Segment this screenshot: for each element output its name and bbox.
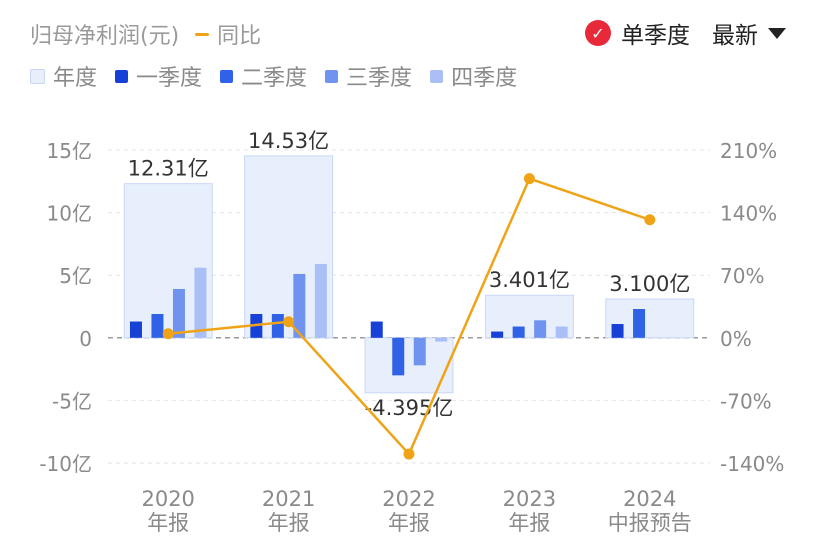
- quarter-bar-q3: [293, 273, 306, 338]
- legend-label-q2: 二季度: [241, 66, 308, 91]
- caret-down-icon: [768, 27, 786, 39]
- quarter-bar-q4: [314, 263, 327, 338]
- legend-swatch-q4: [430, 69, 444, 83]
- quarter-bar-q3: [534, 320, 547, 338]
- x-tick-year: 2023: [503, 487, 556, 511]
- x-tick-year: 2024: [623, 487, 676, 511]
- y-right-tick-label: 0%: [720, 327, 752, 351]
- quarter-bar-q2: [151, 314, 164, 338]
- quarter-bar-q2: [392, 337, 405, 376]
- quarter-bar-q4: [435, 337, 448, 342]
- quarter-bar-q2: [633, 309, 646, 338]
- yoy-line-swatch-icon: [195, 32, 210, 36]
- y-left-tick-label: -5亿: [52, 389, 92, 413]
- chart-header-right: ✓ 单季度 最新: [585, 16, 786, 50]
- quarter-bar-q2: [271, 314, 284, 338]
- single-quarter-toggle[interactable]: ✓ 单季度: [585, 16, 690, 50]
- check-icon: ✓: [585, 20, 611, 46]
- x-tick-year: 2021: [262, 487, 315, 511]
- annual-bar: [364, 337, 454, 394]
- legend-item-q3[interactable]: 三季度: [325, 60, 412, 92]
- yoy-legend-label: 同比: [217, 24, 262, 49]
- annual-value-label: -4.395亿: [365, 396, 454, 420]
- legend-item-q4[interactable]: 四季度: [430, 60, 517, 92]
- yoy-point: [283, 316, 295, 328]
- quarter-bar-q1: [129, 321, 142, 338]
- yoy-point: [162, 328, 174, 340]
- annual-value-label: 12.31亿: [128, 157, 209, 181]
- quarter-bar-q2: [512, 326, 525, 338]
- period-dropdown[interactable]: 最新: [712, 16, 786, 50]
- series-legend: 年度 一季度 二季度 三季度 四季度: [30, 60, 517, 92]
- y-right-tick-label: -140%: [720, 452, 784, 476]
- legend-label-q4: 四季度: [451, 66, 518, 91]
- legend-label-q1: 一季度: [136, 66, 203, 91]
- y-left-tick-label: 10亿: [47, 202, 92, 226]
- x-tick-period: 中报预告: [608, 511, 692, 535]
- y-right-tick-label: 140%: [720, 202, 777, 226]
- legend-label-annual: 年度: [53, 66, 98, 91]
- x-tick-year: 2020: [141, 487, 194, 511]
- metric-title: 归母净利润(元): [30, 24, 180, 49]
- quarter-bar-q1: [611, 324, 624, 338]
- annual-value-label: 3.401亿: [489, 268, 570, 292]
- x-tick-period: 年报: [508, 511, 550, 535]
- chart-header-left: 归母净利润(元) 同比: [30, 18, 261, 50]
- x-tick-period: 年报: [147, 511, 189, 535]
- legend-swatch-q3: [325, 69, 339, 83]
- y-right-tick-label: 210%: [720, 139, 777, 163]
- single-quarter-label: 单季度: [621, 23, 690, 49]
- legend-item-q1[interactable]: 一季度: [115, 60, 202, 92]
- y-left-tick-label: 5亿: [59, 264, 92, 288]
- x-tick-period: 年报: [388, 511, 430, 535]
- legend-item-annual[interactable]: 年度: [30, 60, 97, 92]
- legend-swatch-q2: [220, 69, 234, 83]
- yoy-point: [403, 448, 415, 460]
- quarter-bar-q4: [194, 267, 207, 338]
- y-right-tick-label: 70%: [720, 264, 764, 288]
- yoy-point: [523, 173, 535, 185]
- legend-item-q2[interactable]: 二季度: [220, 60, 307, 92]
- x-tick-year: 2022: [382, 487, 435, 511]
- annual-value-label: 3.100亿: [609, 272, 690, 296]
- quarter-bar-q3: [172, 288, 185, 338]
- y-left-tick-label: 15亿: [47, 139, 92, 163]
- quarter-bar-q4: [555, 326, 568, 338]
- y-right-tick-label: -70%: [720, 389, 772, 413]
- quarter-bar-q1: [491, 331, 504, 338]
- quarter-bar-q1: [370, 321, 383, 338]
- annual-value-label: 14.53亿: [248, 129, 329, 153]
- yoy-point: [644, 214, 656, 226]
- y-left-tick-label: 0: [79, 327, 92, 351]
- period-dropdown-label: 最新: [712, 23, 758, 49]
- legend-swatch-annual: [30, 68, 45, 84]
- x-tick-period: 年报: [268, 511, 310, 535]
- y-left-tick-label: -10亿: [39, 452, 92, 476]
- legend-swatch-q1: [115, 69, 129, 83]
- quarter-bar-q3: [413, 337, 426, 366]
- legend-label-q3: 三季度: [346, 66, 413, 91]
- yoy-legend: 同比: [195, 18, 261, 50]
